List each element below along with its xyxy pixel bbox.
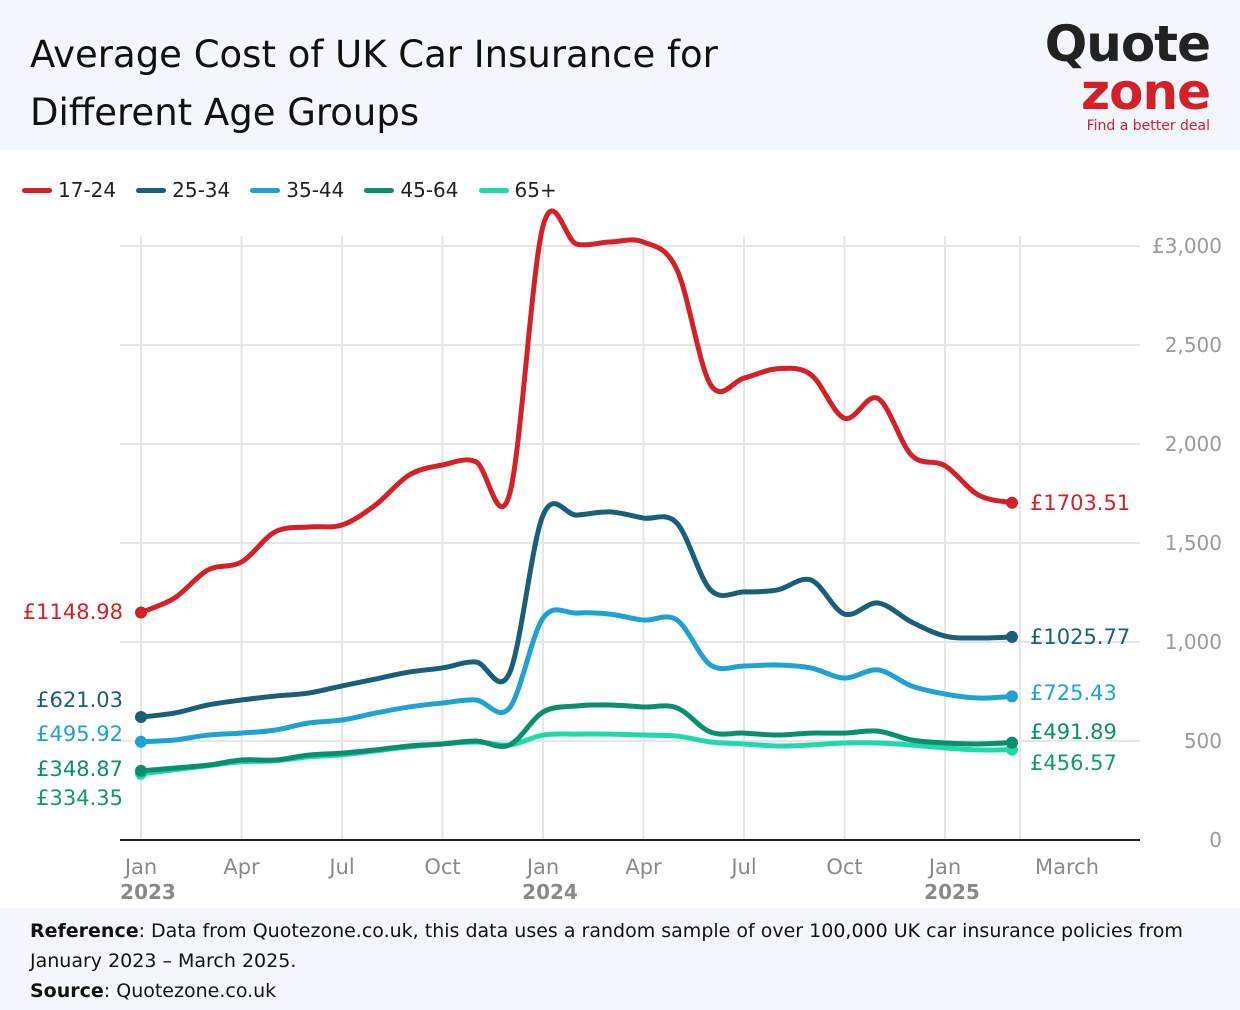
- reference-text: : Data from Quotezone.co.uk, this data u…: [30, 920, 1183, 972]
- start-value-label: £495.92: [36, 722, 123, 746]
- start-value-label: £334.35: [36, 786, 123, 810]
- x-tick-label: Jan: [525, 855, 559, 879]
- logo-tagline: Find a better deal: [1086, 118, 1210, 134]
- legend-label: 17-24: [58, 178, 117, 202]
- data-point: [135, 735, 147, 748]
- start-value-label: £348.87: [36, 757, 123, 781]
- legend-swatch: [136, 187, 167, 193]
- legend-swatch: [250, 187, 281, 193]
- data-point: [1006, 630, 1018, 643]
- reference-label: Reference: [30, 920, 139, 942]
- end-value-label: £1703.51: [1030, 491, 1130, 515]
- footer: Reference: Data from Quotezone.co.uk, th…: [0, 908, 1240, 1010]
- end-value-label: £1025.77: [1030, 625, 1130, 649]
- end-value-label: £725.43: [1030, 681, 1117, 705]
- x-year-label: 2024: [522, 880, 578, 904]
- x-tick-label: March: [1035, 855, 1099, 879]
- legend: 17-24 25-34 35-44 45-64 65+: [22, 178, 557, 202]
- x-year-label: 2025: [924, 880, 980, 904]
- legend-swatch: [364, 187, 395, 193]
- y-tick-label: £3,000: [1152, 234, 1222, 258]
- start-value-label: £621.03: [36, 688, 123, 712]
- x-tick-label: Oct: [826, 855, 862, 879]
- data-point: [135, 764, 147, 777]
- x-tick-label: Jan: [927, 855, 961, 879]
- x-tick-label: Jan: [123, 855, 157, 879]
- logo-bottom: zone: [1081, 63, 1211, 121]
- series-line-25-34: [138, 501, 1015, 720]
- data-point: [135, 606, 147, 619]
- legend-swatch: [22, 187, 52, 193]
- y-tick-label: 500: [1184, 729, 1222, 753]
- legend-item: 45-64: [364, 178, 459, 202]
- y-tick-label: 2,500: [1165, 333, 1222, 357]
- end-value-label: £491.89: [1030, 720, 1117, 744]
- y-tick-label: 0: [1209, 828, 1222, 852]
- source-note: Source: Quotezone.co.uk: [30, 976, 1210, 1006]
- data-point: [1006, 690, 1018, 703]
- chart-title: Average Cost of UK Car Insurance for Dif…: [30, 33, 718, 134]
- x-tick-label: Jul: [327, 855, 354, 879]
- legend-label: 65+: [514, 178, 557, 202]
- y-tick-label: 2,000: [1165, 432, 1222, 456]
- legend-item: 25-34: [136, 178, 230, 202]
- legend-label: 35-44: [286, 178, 345, 202]
- reference-note: Reference: Data from Quotezone.co.uk, th…: [30, 916, 1210, 976]
- legend-item: 65+: [478, 178, 557, 202]
- legend-item: 17-24: [22, 178, 116, 202]
- source-text: : Quotezone.co.uk: [103, 980, 277, 1002]
- x-tick-label: Apr: [223, 855, 260, 879]
- source-label: Source: [30, 980, 104, 1002]
- data-point: [1006, 496, 1018, 509]
- end-value-label: £456.57: [1030, 751, 1117, 775]
- series-line-17-24: [138, 208, 1015, 616]
- x-tick-label: Jul: [729, 855, 756, 879]
- series-line-65+: [138, 731, 1015, 777]
- x-year-label: 2023: [120, 880, 176, 904]
- series-line-45-64: [138, 702, 1015, 774]
- x-tick-label: Apr: [625, 855, 662, 879]
- quotezone-logo: Quote zone Find a better deal: [1030, 15, 1211, 138]
- series-line-35-44: [138, 607, 1015, 745]
- start-value-label: £1148.98: [23, 600, 123, 624]
- legend-label: 45-64: [400, 178, 459, 202]
- header: Average Cost of UK Car Insurance for Dif…: [0, 0, 1240, 150]
- legend-item: 35-44: [250, 178, 344, 202]
- data-point: [1006, 736, 1018, 749]
- data-point: [135, 711, 147, 724]
- x-tick-label: Oct: [424, 855, 460, 879]
- logo-top: Quote: [1044, 15, 1211, 73]
- legend-label: 25-34: [172, 178, 231, 202]
- y-tick-label: 1,000: [1165, 630, 1222, 654]
- y-tick-label: 1,500: [1165, 531, 1222, 555]
- legend-swatch: [478, 187, 509, 193]
